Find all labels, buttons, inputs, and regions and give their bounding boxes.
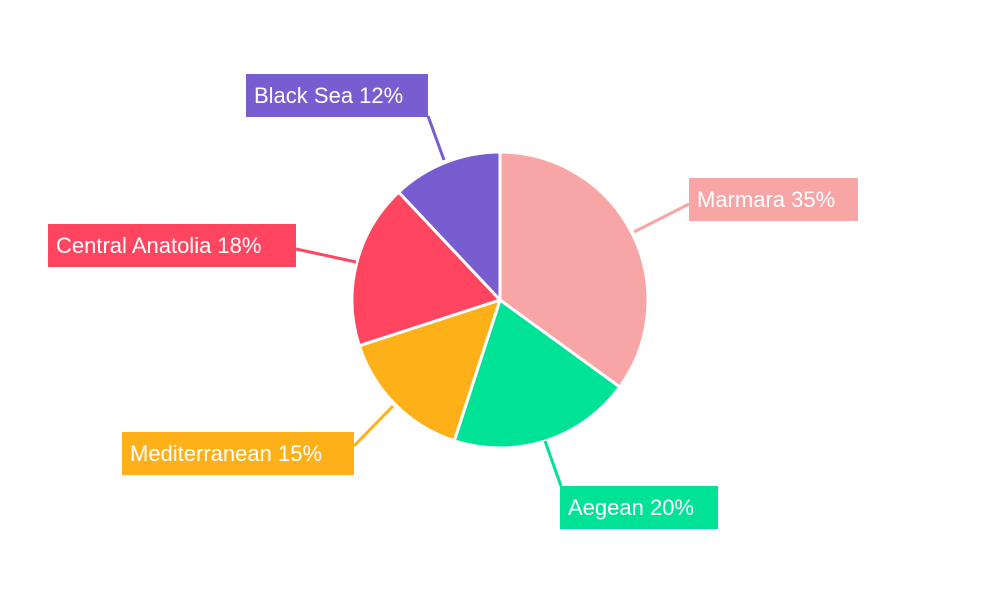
leader-line-marmara [633, 202, 690, 234]
slice-black-sea[interactable] [397, 150, 502, 302]
slice-central-anatolia[interactable] [350, 190, 502, 348]
slices-layer [350, 150, 650, 450]
leader-line-mediterranean [352, 404, 395, 448]
data-label-box-mediterranean [122, 432, 354, 475]
data-label-black-sea: Black Sea 12% [246, 74, 428, 117]
leader-line-black-sea [426, 115, 446, 161]
data-label-text-aegean: Aegean 20% [568, 495, 694, 520]
data-label-marmara: Marmara 35% [689, 178, 858, 221]
leader-line-central-anatolia [295, 247, 357, 264]
data-label-mediterranean: Mediterranean 15% [122, 432, 354, 475]
leaders-layer [295, 115, 690, 487]
data-label-text-central-anatolia: Central Anatolia 18% [56, 233, 261, 258]
data-label-box-aegean [560, 486, 718, 529]
data-label-box-marmara [689, 178, 858, 221]
data-label-text-black-sea: Black Sea 12% [254, 83, 403, 108]
slice-aegean[interactable] [452, 298, 622, 450]
data-label-box-black-sea [246, 74, 428, 117]
data-label-text-mediterranean: Mediterranean 15% [130, 441, 322, 466]
slice-marmara[interactable] [498, 150, 650, 389]
data-label-central-anatolia: Central Anatolia 18% [48, 224, 296, 267]
data-label-text-marmara: Marmara 35% [697, 187, 835, 212]
labels-layer: Marmara 35% Aegean 20% Mediterranean 15% Ce… [48, 74, 858, 529]
leader-line-aegean [543, 440, 563, 487]
data-label-aegean: Aegean 20% [560, 486, 718, 529]
data-label-box-central-anatolia [48, 224, 296, 267]
